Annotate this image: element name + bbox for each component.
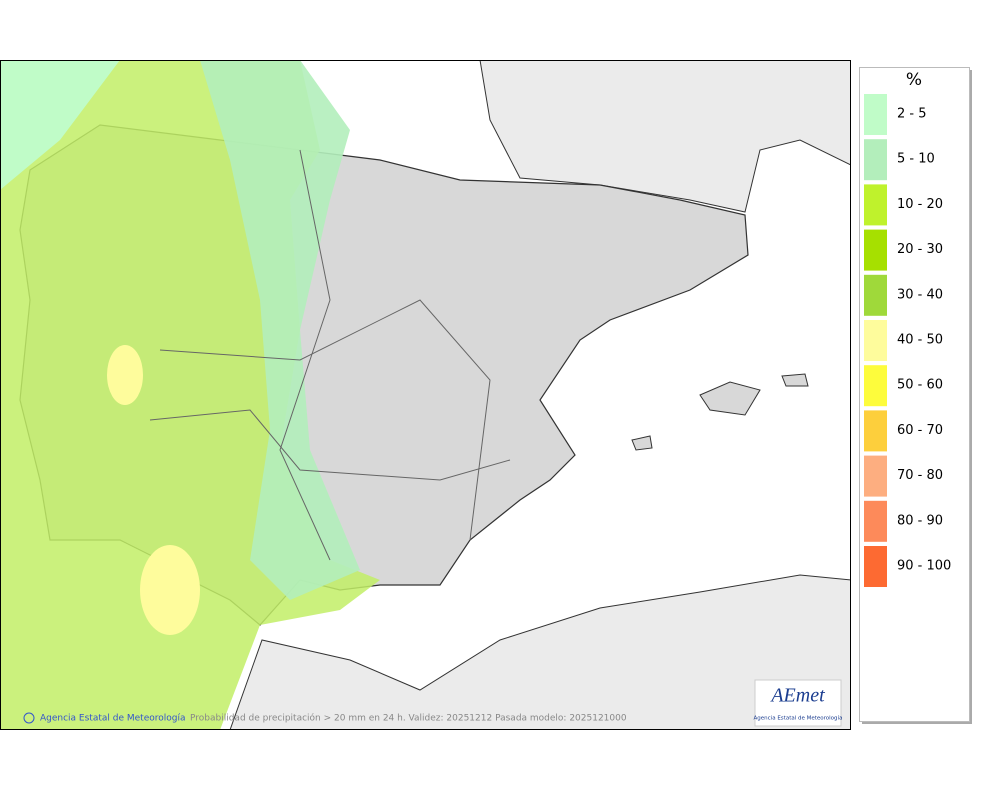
legend-label: 2 - 5 bbox=[897, 107, 927, 122]
legend-swatch bbox=[864, 365, 887, 407]
precipitation-area-lowest bbox=[1, 61, 120, 190]
africa bbox=[229, 574, 850, 729]
logo-box bbox=[754, 679, 842, 727]
legend-swatch bbox=[864, 455, 887, 497]
legend-swatch bbox=[864, 184, 887, 226]
precipitation-area-low bbox=[200, 61, 360, 600]
legend-swatch bbox=[864, 94, 887, 135]
island bbox=[699, 381, 761, 416]
map bbox=[1, 61, 850, 729]
france bbox=[479, 61, 850, 213]
map-frame bbox=[0, 60, 851, 730]
legend-label: 30 - 40 bbox=[897, 287, 943, 302]
credit: Agencia Estatal de Meteorología bbox=[40, 714, 186, 724]
precipitation-area-high bbox=[140, 545, 200, 635]
legend-title: % bbox=[906, 70, 922, 90]
legend-swatch bbox=[864, 229, 887, 271]
copyright-icon bbox=[23, 712, 35, 724]
island bbox=[781, 373, 809, 387]
legend-label: 60 - 70 bbox=[897, 423, 943, 438]
legend-label: 70 - 80 bbox=[897, 468, 943, 483]
precipitation-area-high bbox=[107, 345, 143, 405]
legend-swatch bbox=[864, 410, 887, 452]
caption: Probabilidad de precipitación > 20 mm en… bbox=[190, 713, 627, 724]
island bbox=[631, 435, 653, 451]
logo-mark: AEmet bbox=[769, 685, 825, 707]
legend-swatch bbox=[864, 500, 887, 542]
legend-label: 40 - 50 bbox=[897, 333, 943, 348]
region-borders bbox=[149, 149, 511, 561]
legend-label: 20 - 30 bbox=[897, 242, 943, 257]
legend-label: 90 - 100 bbox=[897, 559, 951, 574]
legend-label: 5 - 10 bbox=[897, 152, 935, 167]
legend-swatch bbox=[864, 274, 887, 316]
legend-swatch bbox=[864, 546, 887, 587]
legend-swatch bbox=[864, 320, 887, 361]
legend-label: 80 - 90 bbox=[897, 513, 943, 528]
logo-name: Agencia Estatal de Meteorología bbox=[754, 715, 843, 722]
legend-swatch bbox=[864, 139, 887, 181]
legend-label: 50 - 60 bbox=[897, 378, 943, 393]
legend-label: 10 - 20 bbox=[897, 197, 943, 212]
